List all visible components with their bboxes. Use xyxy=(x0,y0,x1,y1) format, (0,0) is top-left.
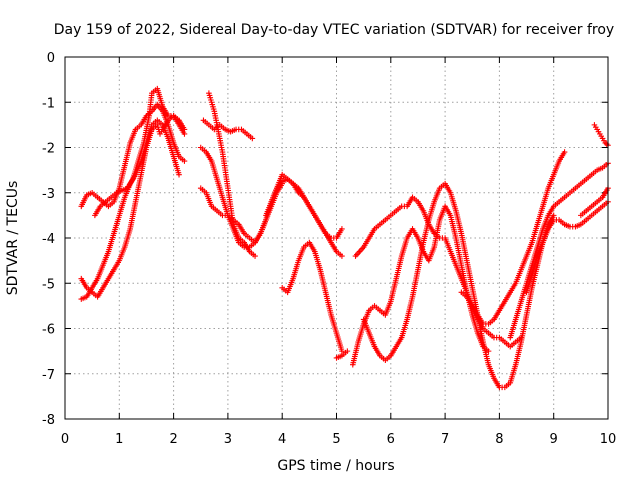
series-track-14 xyxy=(360,180,557,391)
y-tick-label: 0 xyxy=(47,51,55,66)
series-markers xyxy=(206,90,258,259)
series-track-16 xyxy=(507,160,611,341)
x-tick-label: 9 xyxy=(550,432,558,447)
y-tick-label: -7 xyxy=(42,368,55,383)
series-markers xyxy=(578,185,611,219)
y-tick-label: -2 xyxy=(42,142,55,157)
y-tick-label: -6 xyxy=(42,323,55,338)
series-track-6 xyxy=(206,90,258,259)
series-markers xyxy=(523,199,611,296)
x-tick-label: 0 xyxy=(61,432,69,447)
series-markers xyxy=(279,239,345,354)
series-markers xyxy=(197,180,285,246)
series-track-18 xyxy=(578,185,611,219)
x-tick-label: 2 xyxy=(169,432,177,447)
x-tick-label: 10 xyxy=(600,432,617,447)
series-markers xyxy=(458,149,568,327)
x-axis-label: GPS time / hours xyxy=(277,458,394,474)
y-tick-label: -4 xyxy=(42,232,55,247)
chart-title: Day 159 of 2022, Sidereal Day-to-day VTE… xyxy=(54,22,614,38)
series-markers xyxy=(333,348,351,361)
y-axis-label: SDTVAR / TECUs xyxy=(5,181,21,296)
y-tick-label: -1 xyxy=(42,96,55,111)
x-tick-label: 1 xyxy=(115,432,123,447)
plot-frame xyxy=(64,56,609,420)
series-markers xyxy=(507,160,611,341)
grid-lines xyxy=(65,57,608,419)
series-markers xyxy=(591,122,611,149)
x-axis-ticks: 0 1 2 3 4 5 6 7 8 9 10 xyxy=(61,57,616,447)
y-tick-label: -5 xyxy=(42,277,55,292)
x-tick-label: 7 xyxy=(441,432,449,447)
series-track-10 xyxy=(279,239,345,354)
x-tick-label: 4 xyxy=(278,432,286,447)
y-tick-label: -8 xyxy=(42,413,55,428)
series-track-4 xyxy=(78,117,182,302)
x-tick-label: 3 xyxy=(224,432,232,447)
series-track-19 xyxy=(591,122,611,149)
x-tick-label: 5 xyxy=(332,432,340,447)
series-markers xyxy=(263,176,345,259)
series-markers xyxy=(360,180,557,391)
data-series xyxy=(78,85,611,391)
series-track-15 xyxy=(458,149,568,327)
series-markers xyxy=(78,117,182,302)
x-tick-label: 8 xyxy=(495,432,503,447)
series-track-11 xyxy=(333,348,351,361)
y-tick-label: -3 xyxy=(42,187,55,202)
series-track-17 xyxy=(523,199,611,296)
series-track-7 xyxy=(197,180,285,246)
x-tick-label: 6 xyxy=(387,432,395,447)
series-track-9 xyxy=(263,176,345,259)
series-markers xyxy=(197,144,345,250)
series-track-8 xyxy=(197,144,345,250)
